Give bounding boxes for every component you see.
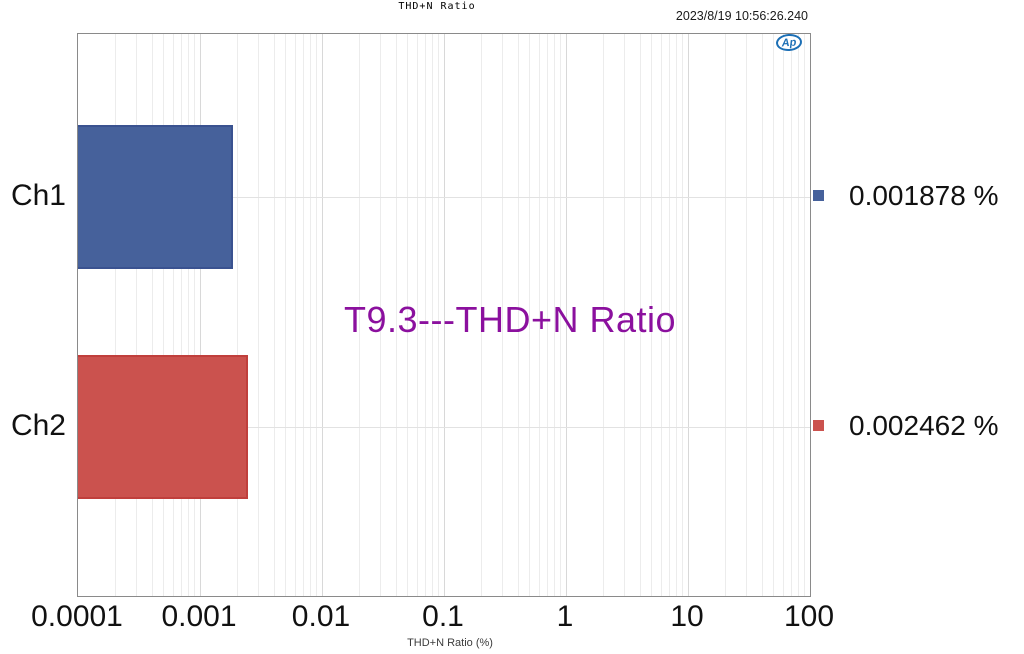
grid-minor-line bbox=[529, 34, 531, 596]
grid-minor-line bbox=[804, 34, 806, 596]
grid-minor-line bbox=[310, 34, 312, 596]
grid-minor-line bbox=[773, 34, 775, 596]
grid-minor-line bbox=[724, 34, 726, 596]
x-tick-label: 0.001 bbox=[161, 600, 237, 633]
grid-minor-line bbox=[560, 34, 562, 596]
x-axis-label: THD+N Ratio (%) bbox=[407, 637, 493, 649]
grid-minor-line bbox=[438, 34, 440, 596]
grid-minor-line bbox=[517, 34, 519, 596]
legend-value-ch2: 0.002462 % bbox=[849, 410, 999, 441]
grid-minor-line bbox=[303, 34, 305, 596]
grid-minor-line bbox=[432, 34, 434, 596]
grid-major-line bbox=[200, 34, 201, 596]
y-category-label-ch2: Ch2 bbox=[10, 409, 66, 442]
grid-minor-line bbox=[782, 34, 784, 596]
x-tick-label: 0.0001 bbox=[31, 600, 123, 633]
grid-minor-line bbox=[294, 34, 296, 596]
timestamp: 2023/8/19 10:56:26.240 bbox=[675, 9, 808, 23]
grid-major-line bbox=[566, 34, 567, 596]
grid-minor-line bbox=[358, 34, 360, 596]
grid-minor-line bbox=[194, 34, 196, 596]
grid-minor-line bbox=[114, 34, 116, 596]
grid-minor-line bbox=[480, 34, 482, 596]
grid-minor-line bbox=[285, 34, 287, 596]
grid-minor-line bbox=[798, 34, 800, 596]
grid-major-line bbox=[688, 34, 689, 596]
grid-minor-line bbox=[682, 34, 684, 596]
grid-minor-line bbox=[258, 34, 260, 596]
legend-swatch-ch1 bbox=[813, 190, 824, 201]
grid-minor-line bbox=[316, 34, 318, 596]
x-tick-label: 10 bbox=[670, 600, 704, 633]
chart-title: THD+N Ratio bbox=[398, 1, 476, 12]
grid-minor-line bbox=[380, 34, 382, 596]
legend-value-ch1: 0.001878 % bbox=[849, 180, 999, 211]
grid-minor-line bbox=[669, 34, 671, 596]
legend-swatch-ch2 bbox=[813, 420, 824, 431]
x-tick-label: 0.01 bbox=[291, 600, 351, 633]
grid-horizontal-line bbox=[78, 427, 810, 428]
grid-minor-line bbox=[538, 34, 540, 596]
grid-major-line bbox=[322, 34, 323, 596]
grid-minor-line bbox=[407, 34, 409, 596]
annotation-text: T9.3---THD+N Ratio bbox=[343, 299, 677, 340]
x-tick-label: 100 bbox=[783, 600, 835, 633]
x-tick-label: 1 bbox=[556, 600, 574, 633]
grid-minor-line bbox=[151, 34, 153, 596]
grid-minor-line bbox=[602, 34, 604, 596]
grid-minor-line bbox=[395, 34, 397, 596]
y-category-label-ch1: Ch1 bbox=[10, 179, 66, 212]
grid-minor-line bbox=[554, 34, 556, 596]
grid-minor-line bbox=[547, 34, 549, 596]
grid-minor-line bbox=[639, 34, 641, 596]
grid-minor-line bbox=[273, 34, 275, 596]
bar-ch1 bbox=[78, 125, 234, 269]
grid-minor-line bbox=[136, 34, 138, 596]
grid-horizontal-line bbox=[78, 197, 810, 198]
bar-ch2 bbox=[78, 355, 248, 499]
grid-minor-line bbox=[746, 34, 748, 596]
grid-minor-line bbox=[425, 34, 427, 596]
grid-minor-line bbox=[502, 34, 504, 596]
grid-minor-line bbox=[651, 34, 653, 596]
grid-minor-line bbox=[416, 34, 418, 596]
grid-minor-line bbox=[188, 34, 190, 596]
x-tick-label: 0.1 bbox=[422, 600, 464, 633]
plot-area bbox=[77, 33, 811, 597]
grid-minor-line bbox=[236, 34, 238, 596]
grid-minor-line bbox=[172, 34, 174, 596]
grid-minor-line bbox=[791, 34, 793, 596]
grid-minor-line bbox=[624, 34, 626, 596]
grid-major-line bbox=[444, 34, 445, 596]
grid-minor-line bbox=[676, 34, 678, 596]
grid-minor-line bbox=[181, 34, 183, 596]
grid-minor-line bbox=[660, 34, 662, 596]
grid-minor-line bbox=[761, 34, 763, 596]
grid-minor-line bbox=[163, 34, 165, 596]
